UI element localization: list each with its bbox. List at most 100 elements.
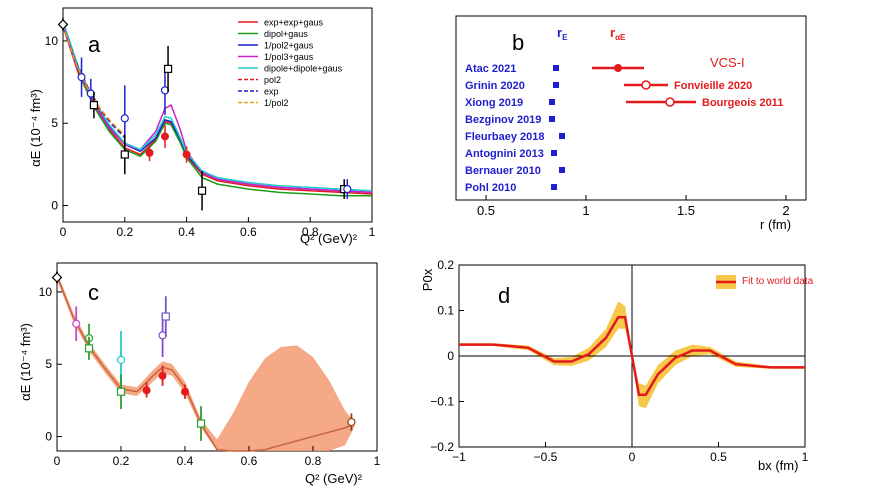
data-point (120, 150, 129, 159)
ralpha-point (665, 97, 675, 107)
curve-1-pol2-gaus (62, 22, 373, 194)
ralpha-header: rαE (610, 25, 626, 42)
panel-a-ytick-label: 10 (45, 34, 59, 48)
panel-a-xtick-label: 1 (369, 225, 376, 239)
ralpha-label: Fonvieille 2020 (674, 80, 752, 92)
panel-b-label: b (512, 30, 524, 55)
panel-d-xtick-label: −1 (452, 450, 466, 464)
data-point (163, 64, 173, 74)
panel-b-xtick-label: 1 (582, 203, 589, 218)
panel-b-xtick-label: 2 (782, 203, 789, 218)
panel-d-legend-text: Fit to world data (742, 276, 814, 287)
rE-label: Xiong 2019 (465, 97, 523, 109)
curve-1-pol3-gaus (62, 24, 373, 194)
panel-a-ylabel: αE (10⁻⁴ fm³) (28, 89, 43, 167)
data-point (181, 387, 189, 396)
panel-c-ytick-label: 5 (45, 357, 52, 371)
panel-d-xtick-label: 1 (802, 450, 809, 464)
ralpha-label: Bourgeois 2011 (702, 97, 783, 109)
data-point (120, 114, 129, 123)
data-point (84, 344, 94, 353)
data-point (116, 387, 126, 396)
panel-d-ylabel: P0x (420, 268, 435, 291)
panel-a-xtick-label: 0.6 (240, 225, 257, 239)
rE-label: Atac 2021 (465, 63, 516, 75)
rE-point (551, 184, 557, 190)
panel-a-curves (62, 20, 373, 197)
rE-label: Pohl 2010 (465, 182, 516, 194)
panel-b: 0.5 1 1.5 2 Atac 2021 Grinin 2020 Xiong 2019 B… (455, 15, 807, 232)
panel-c-xtick-label: 0.6 (241, 454, 258, 468)
panel-c-xtick-label: 0.2 (113, 454, 130, 468)
panel-c-data-points (51, 271, 356, 441)
confidence-band (57, 271, 355, 451)
panel-b-xlabel: r (fm) (760, 217, 791, 232)
ralpha-point (641, 80, 651, 90)
rE-label: Fleurbaey 2018 (465, 131, 545, 143)
panel-d-ytick-label: 0.1 (437, 304, 454, 318)
panel-c-xtick-label: 0.4 (177, 454, 194, 468)
panel-c-ylabel: αE (10⁻⁴ fm³) (18, 323, 33, 401)
data-point (142, 386, 151, 395)
panel-a-xtick-label: 0.4 (178, 225, 195, 239)
rE-point (553, 65, 559, 71)
panel-b-data-points: Atac 2021 Grinin 2020 Xiong 2019 Bezginov 2… (465, 55, 783, 194)
panel-d-legend: Fit to world data (716, 275, 814, 289)
panel-d-ytick-label: 0 (447, 349, 454, 363)
data-point (77, 73, 86, 82)
data-point (182, 150, 191, 159)
panel-c-xtick-label: 0 (54, 454, 61, 468)
panel-b-xtick-label: 1.5 (677, 203, 695, 218)
legend-label: pol2 (264, 75, 281, 85)
panel-d-ticks: −1 −0.5 0 0.5 1 −0.2 −0.1 0 0.1 0.2 (430, 258, 808, 464)
panel-a-xtick-label: 0 (60, 225, 67, 239)
curve-dipole-dipole-gaus (62, 20, 373, 192)
rE-point (559, 167, 565, 173)
rE-point (549, 99, 555, 105)
panel-d-xtick-label: 0 (629, 450, 636, 464)
panel-a-xtick-label: 0.2 (116, 225, 133, 239)
data-point (51, 272, 63, 283)
panel-a-data-points (57, 17, 352, 211)
data-point (89, 101, 99, 110)
data-point (160, 132, 169, 141)
panel-b-xtick-label: 0.5 (477, 203, 495, 218)
panel-d: −1 −0.5 0 0.5 1 −0.2 −0.1 0 0.1 0.2 d Fit to worl… (420, 258, 814, 473)
rE-label: Antognini 2013 (465, 148, 544, 160)
panel-c-ytick-label: 10 (39, 285, 53, 299)
legend-label: 1/pol3+gaus (264, 52, 314, 62)
rE-point (553, 82, 559, 88)
panel-a-ytick-label: 0 (51, 199, 58, 213)
rE-label: Grinin 2020 (465, 80, 525, 92)
rE-label: Bezginov 2019 (465, 114, 541, 126)
data-point (57, 19, 69, 30)
panel-c-label: c (88, 280, 99, 305)
legend-label: dipol+gaus (264, 29, 308, 39)
curve-exp-exp-gaus (62, 25, 373, 195)
rE-label: Bernauer 2010 (465, 165, 541, 177)
panel-a-frame (62, 7, 373, 223)
panel-a-xtick-label: 0.8 (302, 225, 319, 239)
panel-d-label: d (498, 283, 510, 308)
data-point (116, 355, 126, 364)
curve-dipol-gaus (62, 24, 372, 197)
panel-d-band (459, 265, 805, 447)
ralpha-label: VCS-I (710, 55, 745, 70)
panel-d-ytick-label: 0.2 (437, 258, 454, 272)
legend-label: 1/pol2 (264, 98, 289, 108)
data-point (196, 419, 206, 428)
panel-b-frame (455, 15, 807, 201)
data-point (197, 186, 207, 195)
fit-curve (459, 316, 805, 396)
rE-point (549, 116, 555, 122)
panel-b-ticks: 0.5 1 1.5 2 (477, 195, 790, 218)
data-point (145, 148, 154, 157)
panel-a-ytick-label: 5 (51, 116, 58, 130)
panel-d-ytick-label: −0.1 (430, 395, 454, 409)
